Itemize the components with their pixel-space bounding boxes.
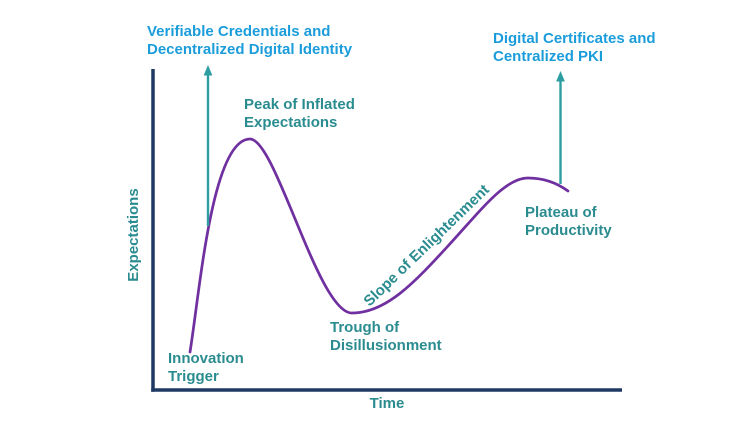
stage-label-trough-of-disillusionment: Trough of Disillusionment	[330, 319, 442, 355]
stage-label-line: Productivity	[525, 222, 612, 239]
stage-label-line: Peak of Inflated	[244, 96, 355, 113]
stage-label-line: Trough of	[330, 319, 400, 336]
stage-label-line: Trigger	[168, 368, 219, 385]
stage-label-innovation-trigger: Innovation Trigger	[168, 350, 244, 386]
stage-label-line: Disillusionment	[330, 337, 442, 354]
annotation-line: Verifiable Credentials and	[147, 23, 331, 40]
stage-label-peak-of-inflated-expectations: Peak of Inflated Expectations	[244, 96, 355, 132]
hype-curve	[188, 137, 570, 354]
y-axis-label: Expectations	[125, 188, 142, 282]
right-annotation-arrow	[556, 71, 565, 184]
x-axis-label: Time	[369, 395, 405, 412]
annotation-verifiable-credentials: Verifiable Credentials and Decentralized…	[147, 23, 352, 59]
annotation-line: Centralized PKI	[493, 48, 604, 65]
annotation-line: Digital Certificates and	[493, 30, 656, 47]
left-annotation-arrow	[203, 65, 213, 226]
annotation-digital-certificates: Digital Certificates and Centralized PKI	[493, 30, 656, 66]
stage-label-line: Expectations	[244, 114, 338, 131]
stage-label-line: Innovation	[168, 350, 244, 367]
annotation-line: Decentralized Digital Identity	[147, 41, 353, 58]
stage-label-line: Plateau of	[525, 204, 597, 221]
stage-label-plateau-of-productivity: Plateau of Productivity	[525, 204, 612, 240]
left-arrow-head-icon	[203, 65, 213, 76]
right-arrow-head-icon	[556, 71, 565, 82]
